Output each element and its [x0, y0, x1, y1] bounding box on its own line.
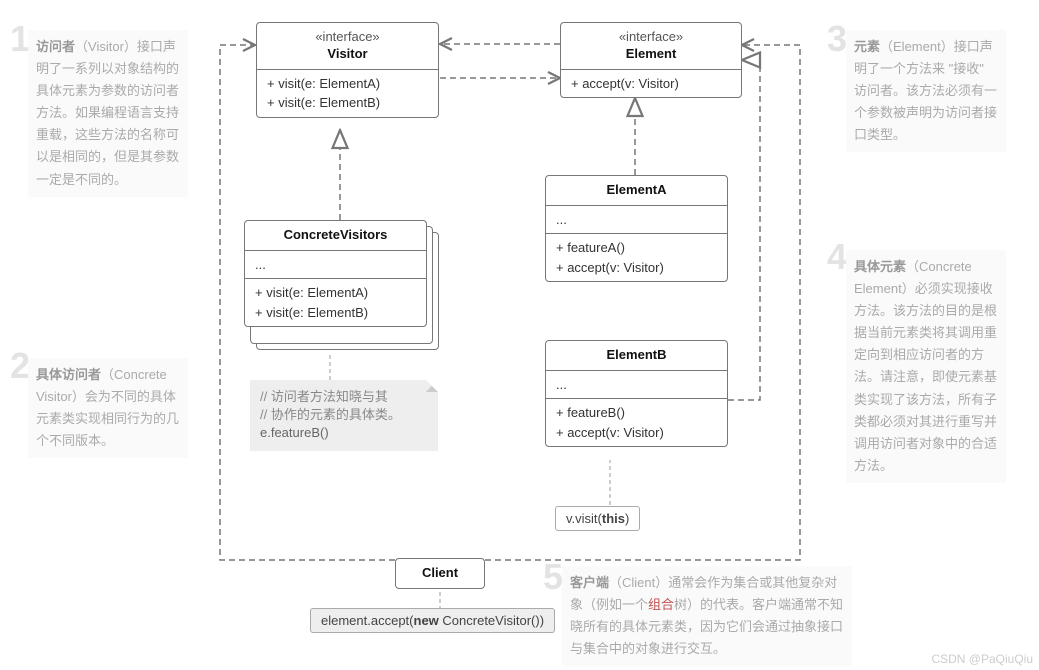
class-name: ElementA: [556, 182, 717, 199]
numeral-3: 3: [827, 18, 847, 60]
class-name: ElementB: [556, 347, 717, 364]
note-line: // 协作的元素的具体类。: [260, 406, 428, 424]
class-name: Client: [406, 565, 474, 582]
section-mid: ...: [546, 371, 727, 400]
method: + featureA(): [556, 238, 717, 258]
note-rest: ConcreteVisitor()): [439, 613, 544, 628]
note-line: // 访问者方法知晓与其: [260, 388, 428, 406]
note-bold: new: [414, 613, 439, 628]
uml-element-b: ElementB ... + featureB() + accept(v: Vi…: [545, 340, 728, 447]
uml-element-interface: «interface» Element + accept(v: Visitor): [560, 22, 742, 98]
class-name: Visitor: [267, 46, 428, 63]
method: + visit(e: ElementA): [267, 74, 428, 94]
desc-concrete-visitor: 具体访问者（Concrete Visitor）会为不同的具体元素类实现相同行为的…: [28, 358, 188, 458]
method: + accept(v: Visitor): [556, 423, 717, 443]
desc-visitor: 访问者（Visitor）接口声明了一系列以对象结构的具体元素为参数的访问者方法。…: [28, 30, 188, 197]
method: + accept(v: Visitor): [556, 258, 717, 278]
numeral-5: 5: [543, 556, 563, 598]
method: + visit(e: ElementB): [255, 303, 416, 323]
desc-client: 客户端（Client）通常会作为集合或其他复杂对象（例如一个组合树）的代表。客户…: [562, 566, 852, 666]
desc-element: 元素（Element）接口声明了一个方法来 "接收" 访问者。该方法必须有一个参…: [846, 30, 1006, 152]
note-prefix: element.accept(: [321, 613, 414, 628]
section-mid: ...: [546, 206, 727, 235]
method: + featureB(): [556, 403, 717, 423]
watermark: CSDN @PaQiuQiu: [931, 652, 1033, 666]
class-name: ConcreteVisitors: [255, 227, 416, 244]
uml-visitor-interface: «interface» Visitor + visit(e: ElementA)…: [256, 22, 439, 118]
method: + accept(v: Visitor): [571, 74, 731, 94]
note-suffix: ): [625, 511, 629, 526]
numeral-4: 4: [827, 236, 847, 278]
desc-concrete-element: 具体元素（Concrete Element）必须实现接收方法。该方法的目的是根据…: [846, 250, 1006, 483]
note-prefix: v.visit(: [566, 511, 602, 526]
method: + visit(e: ElementA): [255, 283, 416, 303]
note-client-accept: element.accept(new ConcreteVisitor()): [310, 608, 555, 633]
note-visit-this: v.visit(this): [555, 506, 640, 531]
uml-client: Client: [395, 558, 485, 589]
note-visitor-knows: // 访问者方法知晓与其 // 协作的元素的具体类。 e.featureB(): [250, 380, 438, 451]
section-mid: ...: [245, 251, 426, 280]
note-bold: this: [602, 511, 625, 526]
uml-concrete-visitors: ConcreteVisitors ... + visit(e: ElementA…: [244, 220, 427, 327]
note-code: e.featureB(): [260, 424, 428, 442]
method: + visit(e: ElementB): [267, 93, 428, 113]
stereotype: «interface»: [571, 29, 731, 46]
stereotype: «interface»: [267, 29, 428, 46]
class-name: Element: [571, 46, 731, 63]
uml-element-a: ElementA ... + featureA() + accept(v: Vi…: [545, 175, 728, 282]
